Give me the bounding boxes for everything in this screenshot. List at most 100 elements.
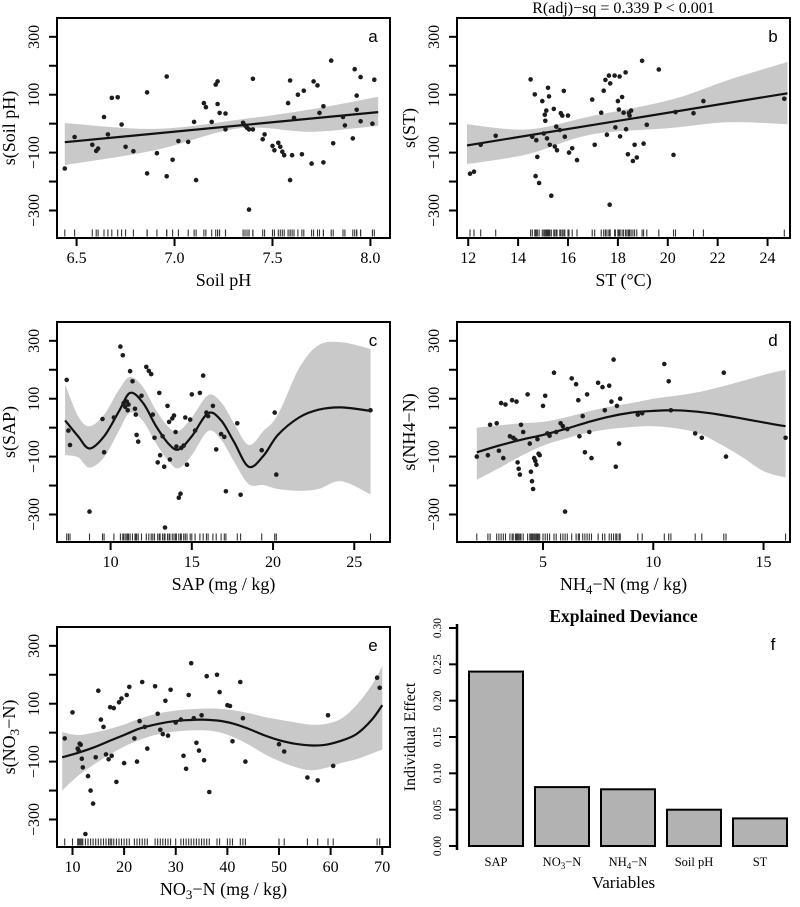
smooth-line xyxy=(61,704,384,759)
x-tick-label: 7.5 xyxy=(262,250,282,267)
bar-0 xyxy=(468,670,524,847)
y-tick-label: −300 xyxy=(426,194,443,227)
y-tick-label: −100 xyxy=(26,745,43,778)
panel-letter-text: c xyxy=(369,331,378,350)
rug-marks xyxy=(64,838,381,846)
x-tick-label: 20 xyxy=(660,250,676,267)
panel-b: −300 −100 100 300 12 14 16 18 20 22 24 ST (°C) s(ST)… xyxy=(400,0,800,300)
panel-d: −300 −100 100 300 5 10 15 NH4−N (mg / kg) s(NH4−… xyxy=(400,300,800,605)
x-axis-label: ST (°C) xyxy=(595,270,651,291)
panel-letter-text: f xyxy=(771,635,776,654)
smooth-line xyxy=(64,111,379,144)
x-tick-label: 16 xyxy=(560,250,576,267)
y-tick-label: 0.05 xyxy=(432,799,444,819)
x-tick-label: 10 xyxy=(64,859,80,876)
plot-box xyxy=(56,626,391,848)
y-axis: −300 −100 100 300 xyxy=(426,329,457,531)
y-tick-label: 100 xyxy=(26,692,43,716)
y-tick-label: −300 xyxy=(26,498,43,531)
panel-letter: d xyxy=(768,331,777,350)
plot-box xyxy=(56,321,391,543)
panel-letter-text: d xyxy=(768,331,777,350)
y-tick-label: −300 xyxy=(26,194,43,227)
bar-category-label: ST xyxy=(753,855,768,869)
x-axis: 6.5 7.0 7.5 8.0 xyxy=(67,238,380,267)
y-tick-label: 100 xyxy=(26,83,43,107)
y-tick-label: −100 xyxy=(26,440,43,473)
bars xyxy=(468,670,788,848)
y-tick-label: 0.20 xyxy=(432,690,444,710)
y-axis: 0.00 0.05 0.10 0.15 0.20 0.25 0.30 xyxy=(432,618,459,856)
x-tick-label: 10 xyxy=(645,554,661,571)
x-axis-label: NO3−N (mg / kg) xyxy=(160,879,287,902)
y-axis: −300 −100 100 300 xyxy=(26,25,57,227)
x-axis-title: Variables xyxy=(592,873,655,892)
y-axis-label: s(SAP) xyxy=(0,406,20,458)
x-tick-label: 70 xyxy=(374,859,390,876)
y-axis-title: s(ST) xyxy=(400,108,420,148)
scatter-points xyxy=(467,58,787,207)
x-tick-label: 12 xyxy=(460,250,476,267)
panel-e: −300 −100 100 300 10 20 30 40 50 60 70 NO3−N (mg / … xyxy=(0,605,400,907)
y-tick-label: 300 xyxy=(426,329,443,353)
panel-letter-text: e xyxy=(368,636,377,655)
scatter-points xyxy=(62,660,383,837)
y-axis-title: s(SAP) xyxy=(0,406,20,458)
x-tick-label: 5 xyxy=(539,554,547,571)
y-tick-label: 300 xyxy=(426,25,443,49)
bar-category-label: Soil pH xyxy=(675,855,714,869)
x-tick-label: 50 xyxy=(271,859,287,876)
y-tick-label: −100 xyxy=(26,136,43,169)
y-axis-label: s(ST) xyxy=(400,108,420,148)
y-tick-label: 300 xyxy=(26,634,43,658)
y-tick-label: 300 xyxy=(26,25,43,49)
y-tick-label: −300 xyxy=(426,498,443,531)
panel-f: 0.00 0.05 0.10 0.15 0.20 0.25 0.30 SAP NO3−N NH4−… xyxy=(400,605,800,907)
x-axis-title: NO3−N (mg / kg) xyxy=(160,879,287,902)
x-axis-label: Soil pH xyxy=(196,270,252,290)
y-axis-title: s(Soil pH) xyxy=(0,91,20,166)
smooth-line xyxy=(466,92,788,147)
panel-c: −300 −100 100 300 10 15 20 25 SAP (mg / kg) s(SAP… xyxy=(0,300,400,605)
x-tick-label: 40 xyxy=(219,859,235,876)
confidence-band xyxy=(64,96,379,166)
panel-letter: f xyxy=(771,635,776,654)
x-tick-label: 22 xyxy=(710,250,726,267)
y-axis-label: Individual Effect xyxy=(402,682,419,791)
y-tick-label: 0.00 xyxy=(432,836,444,856)
x-axis: 12 14 16 18 20 22 24 xyxy=(460,238,776,267)
scatter-points xyxy=(474,357,788,514)
panel-letter: a xyxy=(368,27,378,46)
y-tick-label: 100 xyxy=(26,387,43,411)
panel-a-chart: −300 −100 100 300 6.5 7.0 7.5 8.0 Soil pH s(Soil … xyxy=(0,17,391,290)
bar-category-label: NH4−N xyxy=(609,855,648,871)
x-axis: 10 20 30 40 50 60 70 xyxy=(64,847,390,876)
x-tick-label: 24 xyxy=(760,250,776,267)
x-axis-label: SAP (mg / kg) xyxy=(172,574,276,595)
y-axis: −300 −100 100 300 xyxy=(426,25,457,227)
plot-box xyxy=(56,17,391,239)
bar-2 xyxy=(600,788,656,848)
panel-f-chart: 0.00 0.05 0.10 0.15 0.20 0.25 0.30 SAP NO3−N NH4−… xyxy=(402,606,788,892)
panel-letter-text: b xyxy=(768,27,777,46)
panel-e-chart: −300 −100 100 300 10 20 30 40 50 60 70 NO3−N (mg / … xyxy=(0,626,391,902)
y-tick-label: −300 xyxy=(26,803,43,836)
y-axis: −300 −100 100 300 xyxy=(26,329,57,531)
panel-letter: b xyxy=(768,27,777,46)
x-tick-label: 18 xyxy=(610,250,626,267)
x-tick-label: 14 xyxy=(510,250,526,267)
y-tick-label: −100 xyxy=(426,136,443,169)
rug-marks xyxy=(66,533,372,541)
x-axis-label: Variables xyxy=(592,873,655,892)
panel-letter: c xyxy=(369,331,378,350)
panel-letter-text: a xyxy=(368,27,378,46)
x-tick-label: 7.0 xyxy=(165,250,185,267)
y-tick-label: 100 xyxy=(426,387,443,411)
rug-marks xyxy=(469,229,785,237)
x-tick-label: 20 xyxy=(116,859,132,876)
rug-marks xyxy=(64,229,375,237)
x-axis-title: NH4−N (mg / kg) xyxy=(560,574,687,597)
chart-title: Explained Deviance xyxy=(549,606,698,626)
bar-3 xyxy=(666,808,722,847)
